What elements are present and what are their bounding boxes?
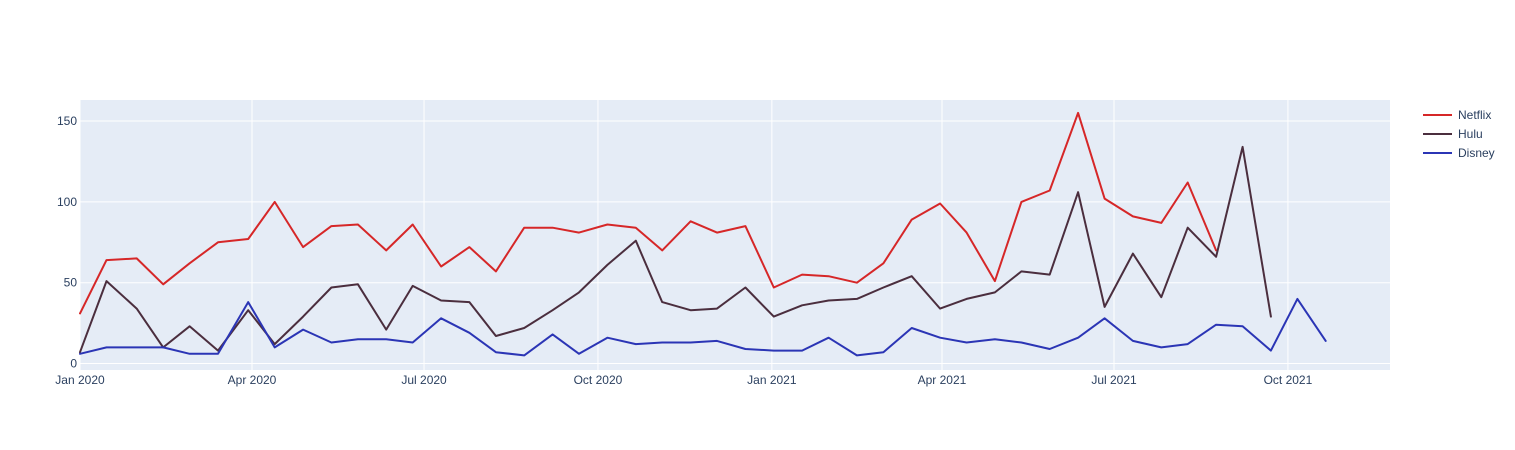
x-tick-label: Jan 2021 bbox=[747, 373, 797, 387]
legend-label: Hulu bbox=[1458, 127, 1483, 141]
legend-label: Netflix bbox=[1458, 108, 1491, 122]
legend-item-disney[interactable]: Disney bbox=[1423, 146, 1495, 160]
y-tick-label: 150 bbox=[57, 114, 77, 128]
series-line-hulu bbox=[79, 145, 1272, 354]
y-axis-ticks: 0 50 100 150 bbox=[57, 114, 77, 371]
y-tick-label: 50 bbox=[64, 276, 78, 290]
x-tick-label: Oct 2020 bbox=[574, 373, 623, 387]
series-lines bbox=[79, 111, 1327, 357]
x-tick-label: Jul 2021 bbox=[1091, 373, 1137, 387]
plot-background bbox=[80, 100, 1390, 370]
legend-item-netflix[interactable]: Netflix bbox=[1423, 108, 1491, 122]
y-tick-label: 0 bbox=[70, 357, 77, 371]
series-line-disney bbox=[79, 297, 1327, 357]
legend[interactable]: Netflix Hulu Disney bbox=[1423, 108, 1495, 160]
x-tick-label: Jan 2020 bbox=[55, 373, 105, 387]
legend-label: Disney bbox=[1458, 146, 1495, 160]
series-line-netflix bbox=[79, 111, 1218, 315]
gridlines bbox=[79, 100, 1390, 370]
x-tick-label: Jul 2020 bbox=[401, 373, 447, 387]
x-tick-label: Apr 2021 bbox=[918, 373, 967, 387]
x-tick-label: Oct 2021 bbox=[1264, 373, 1313, 387]
legend-item-hulu[interactable]: Hulu bbox=[1423, 127, 1483, 141]
x-tick-label: Apr 2020 bbox=[228, 373, 277, 387]
y-tick-label: 100 bbox=[57, 195, 77, 209]
x-axis-ticks: Jan 2020 Apr 2020 Jul 2020 Oct 2020 Jan 2021… bbox=[55, 373, 1312, 387]
